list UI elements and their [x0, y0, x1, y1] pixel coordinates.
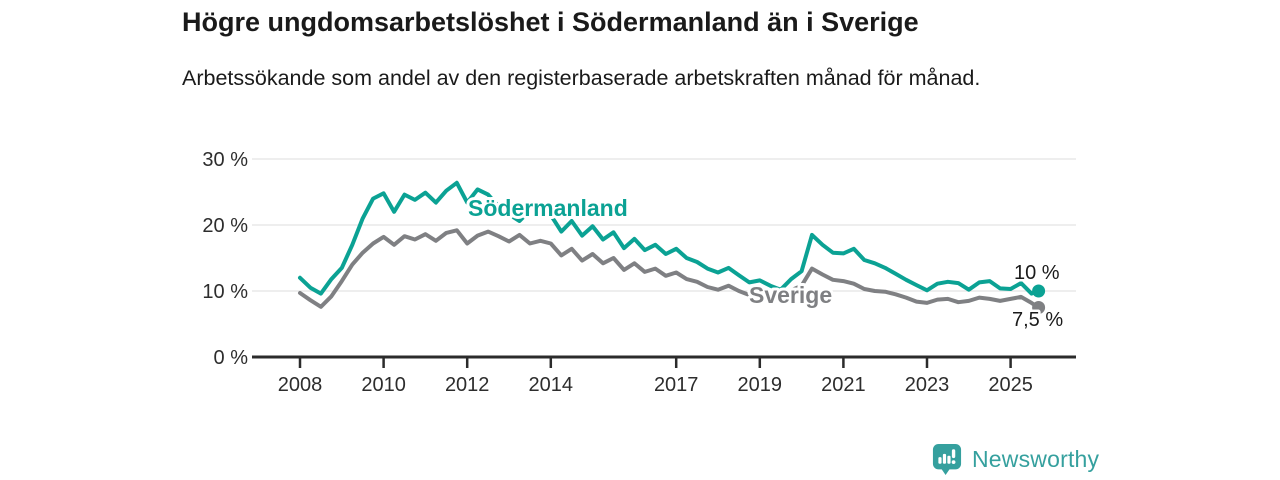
- x-axis-label-2014: 2014: [529, 374, 574, 396]
- x-axis-label-2010: 2010: [361, 374, 406, 396]
- södermanland-line: [298, 180, 1041, 296]
- newsworthy-logo: Newsworthy: [932, 443, 1099, 476]
- end-value-label-sodermanland: 10 %: [1014, 262, 1060, 284]
- axis-layer: 0 % 10 % 20 % 30 % 2008 2010 2012 2014 2017 2019 2…: [202, 149, 1076, 396]
- series-label-sodermanland: Södermanland: [468, 195, 628, 221]
- y-axis-label-20: 20 %: [202, 215, 248, 237]
- grid-layer: [252, 158, 1076, 292]
- y-axis-label-30: 30 %: [202, 149, 248, 171]
- label-layer: Södermanland Sverige 10 % 7,5 %: [465, 192, 1066, 334]
- chart-subtitle: Arbetssökande som andel av den registerb…: [182, 66, 981, 90]
- brand-name: Newsworthy: [972, 446, 1100, 472]
- plot-area: [298, 180, 1046, 314]
- x-axis-label-2017: 2017: [654, 374, 699, 396]
- sverige-end-dot: [1032, 301, 1046, 314]
- x-axis-label-2019: 2019: [738, 374, 783, 396]
- x-axis-label-2012: 2012: [445, 374, 490, 396]
- x-axis-label-2008: 2008: [278, 374, 323, 396]
- södermanland-end-dot: [1032, 284, 1046, 298]
- chart-title: Högre ungdomsarbetslöshet i Södermanland…: [182, 7, 919, 37]
- bar-chart-speech-bubble-icon: [932, 444, 962, 475]
- y-axis-label-10: 10 %: [202, 281, 248, 303]
- x-axis-label-2021: 2021: [821, 374, 866, 396]
- x-axis-label-2025: 2025: [988, 374, 1033, 396]
- y-axis-label-0: 0 %: [214, 347, 249, 369]
- sverige-line: [298, 228, 1041, 310]
- x-axis-label-2023: 2023: [905, 374, 950, 396]
- end-value-label-sverige: 7,5 %: [1012, 309, 1063, 331]
- series-label-sverige: Sverige: [749, 282, 832, 308]
